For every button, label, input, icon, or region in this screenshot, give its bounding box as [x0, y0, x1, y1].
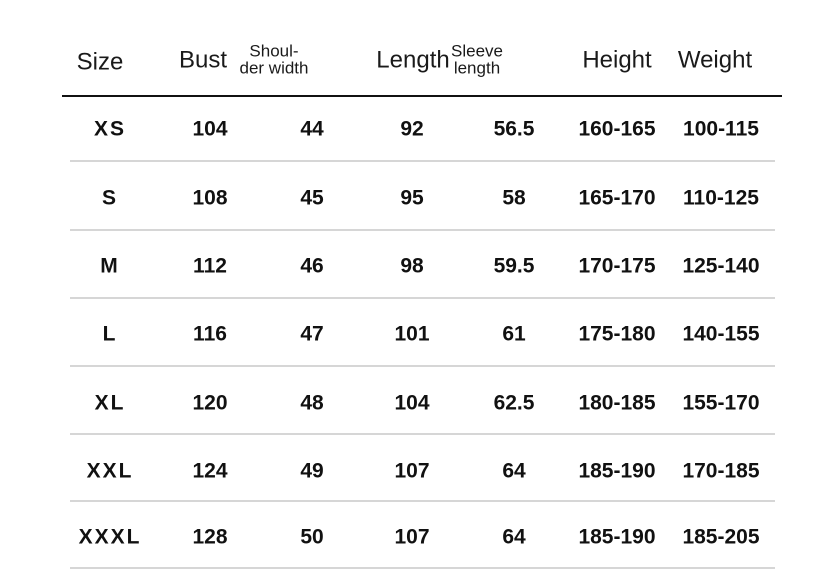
table-cell: 45	[300, 187, 324, 210]
table-cell: 59.5	[494, 255, 535, 278]
table-cell: 92	[400, 118, 423, 141]
table-cell: 140-155	[682, 323, 759, 346]
header-cell: length	[454, 58, 500, 77]
table-cell: 124	[192, 460, 227, 483]
table-cell: 104	[394, 392, 429, 415]
table-cell: 61	[502, 323, 526, 346]
table-cell: 47	[300, 323, 323, 346]
table-cell: 107	[394, 526, 429, 549]
table-cell: M	[100, 255, 120, 278]
table-cell: XS	[94, 118, 126, 141]
table-cell: 64	[502, 526, 526, 549]
table-cell: 104	[192, 118, 227, 141]
table-cell: 185-190	[578, 526, 655, 549]
table-cell: 180-185	[578, 392, 655, 415]
table-cell: 64	[502, 460, 526, 483]
header-cell: Shoul-	[249, 41, 298, 60]
table-cell: 112	[193, 255, 227, 278]
table-cell: 170-175	[578, 255, 655, 278]
table-cell: 160-165	[578, 118, 655, 141]
table-cell: 185-190	[578, 460, 655, 483]
table-cell: XL	[95, 392, 126, 415]
table-cell: 62.5	[494, 392, 535, 415]
header-cell: Height	[582, 46, 652, 73]
table-cell: 58	[502, 187, 526, 210]
table-cell: 50	[300, 526, 323, 549]
table-cell: 125-140	[682, 255, 759, 278]
table-cell: 49	[300, 460, 323, 483]
table-cell: 128	[192, 526, 227, 549]
table-cell: 110-125	[683, 187, 759, 210]
table-cell: 107	[394, 460, 429, 483]
table-cell: 46	[300, 255, 323, 278]
table-cell: 56.5	[494, 118, 535, 141]
table-cell: 175-180	[578, 323, 655, 346]
header-cell: Sleeve	[451, 41, 503, 60]
table-cell: 120	[192, 392, 227, 415]
table-cell: 155-170	[682, 392, 759, 415]
table-cell: 116	[193, 323, 227, 346]
table-cell: L	[103, 323, 118, 346]
table-cell: XXXL	[79, 526, 142, 549]
header-cell: der width	[240, 58, 309, 77]
table-cell: 100-115	[683, 118, 759, 141]
header-cell: Length	[376, 46, 449, 73]
table-cell: 170-185	[682, 460, 759, 483]
table-cell: 48	[300, 392, 324, 415]
header-cell: Size	[77, 48, 124, 75]
table-cell: 165-170	[578, 187, 655, 210]
table-cell: 101	[394, 323, 429, 346]
table-cell: S	[102, 187, 118, 210]
table-cell: 185-205	[682, 526, 759, 549]
table-cell: XXL	[87, 460, 134, 483]
header-cell: Bust	[179, 46, 227, 73]
table-cell: 98	[400, 255, 424, 278]
table-cell: 108	[192, 187, 227, 210]
table-cell: 95	[400, 187, 424, 210]
table-cell: 44	[300, 118, 324, 141]
header-cell: Weight	[678, 46, 753, 73]
